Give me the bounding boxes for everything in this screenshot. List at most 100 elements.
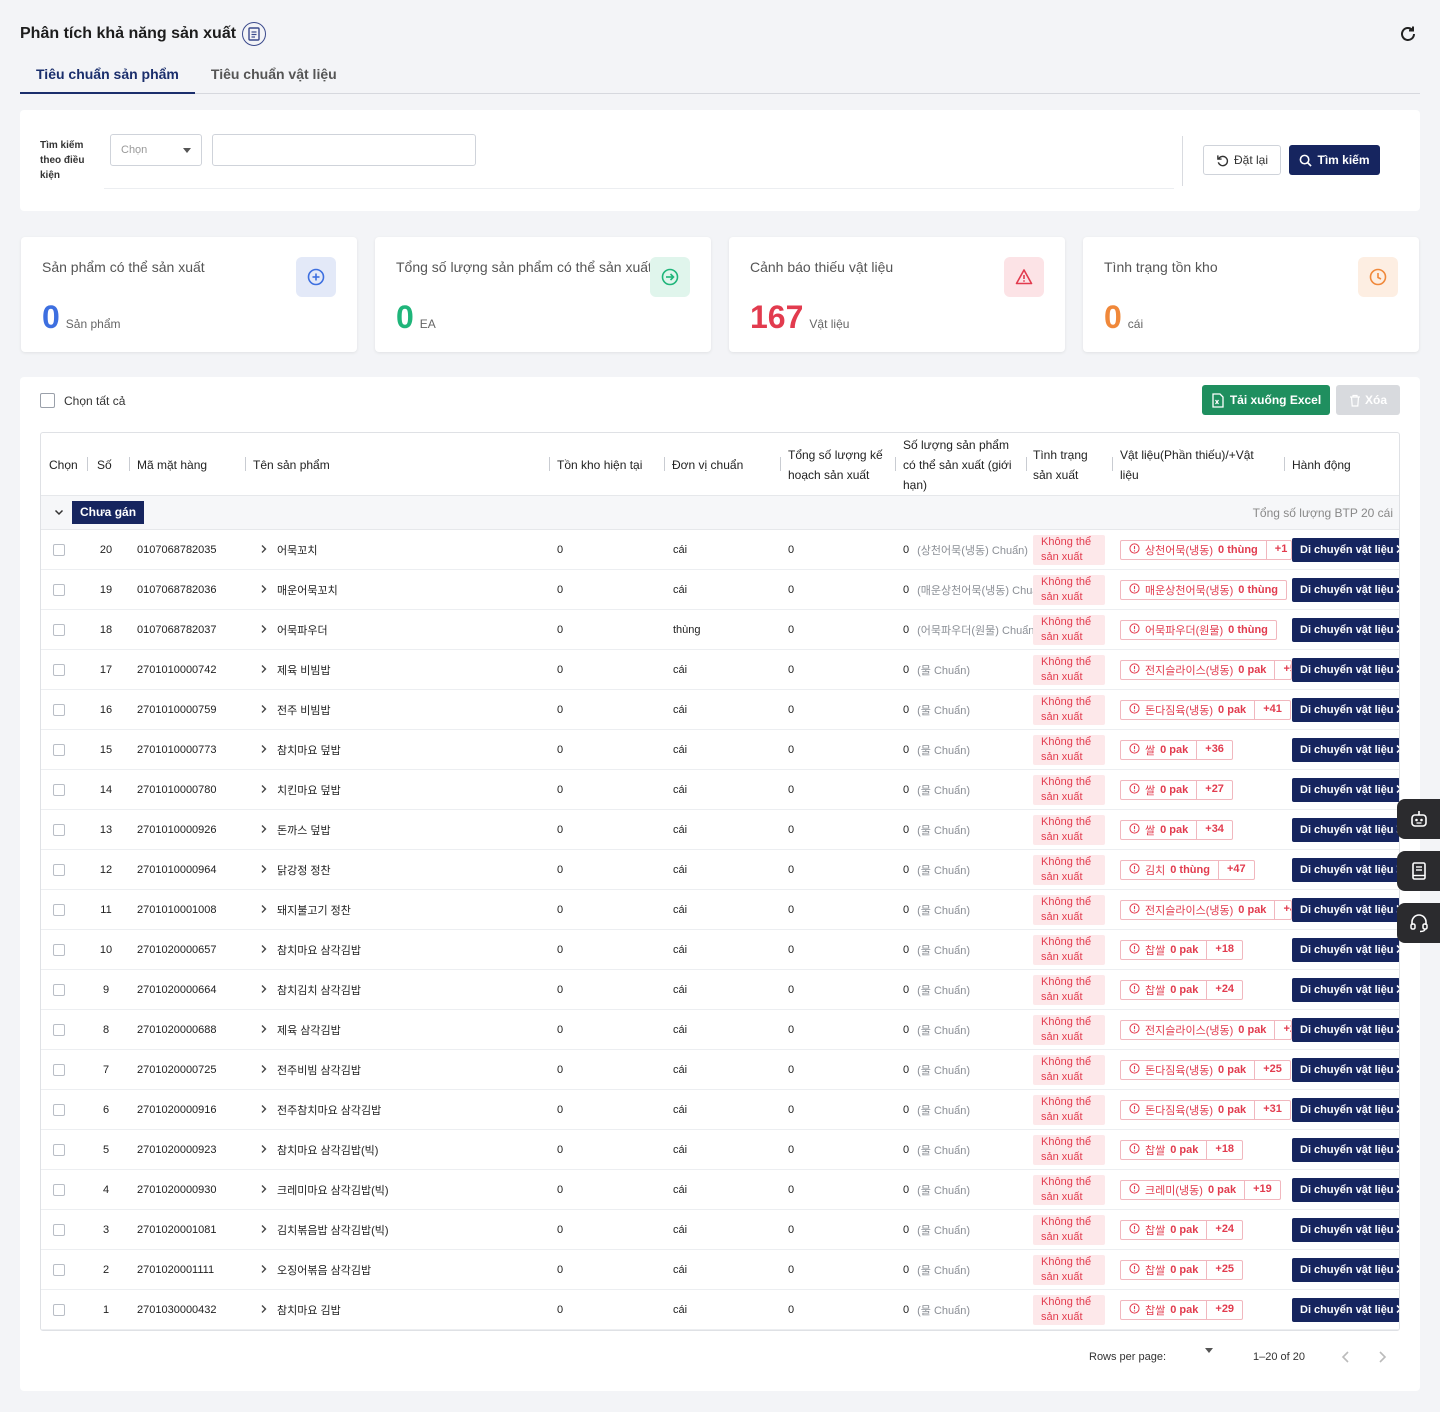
chevron-right-icon[interactable]: [259, 1304, 269, 1317]
product-name-cell[interactable]: 돼지불고기 정찬: [259, 890, 351, 930]
move-material-button[interactable]: Di chuyển vật liệu: [1292, 1218, 1399, 1242]
material-chip[interactable]: 찹쌀 0 pak +29: [1120, 1300, 1244, 1320]
chevron-right-icon[interactable]: [259, 1224, 269, 1237]
chevron-right-icon[interactable]: [259, 944, 269, 957]
move-material-button[interactable]: Di chuyển vật liệu: [1292, 618, 1399, 642]
product-name-cell[interactable]: 참치마요 삼각김밥: [259, 930, 361, 970]
chevron-right-icon[interactable]: [1373, 1348, 1391, 1366]
chevron-right-icon[interactable]: [259, 1264, 269, 1277]
product-name-cell[interactable]: 전주비빔 삼각김밥: [259, 1050, 361, 1090]
chevron-right-icon[interactable]: [259, 1064, 269, 1077]
material-chip[interactable]: 전지슬라이스(냉동) 0 pak +2: [1120, 1020, 1292, 1040]
material-chip[interactable]: 돈다짐육(냉동) 0 pak +41: [1120, 700, 1291, 720]
product-name-cell[interactable]: 매운어묵꼬치: [259, 570, 338, 610]
move-material-button[interactable]: Di chuyển vật liệu: [1292, 1298, 1399, 1322]
row-checkbox[interactable]: [53, 784, 65, 796]
material-chip[interactable]: 돈다짐육(냉동) 0 pak +25: [1120, 1060, 1291, 1080]
checkbox[interactable]: [40, 393, 55, 408]
move-material-button[interactable]: Di chuyển vật liệu: [1292, 738, 1399, 762]
product-name-cell[interactable]: 제육 비빔밥: [259, 650, 331, 690]
row-checkbox[interactable]: [53, 1024, 65, 1036]
move-material-button[interactable]: Di chuyển vật liệu: [1292, 658, 1399, 682]
chevron-right-icon[interactable]: [259, 664, 269, 677]
row-checkbox[interactable]: [53, 944, 65, 956]
material-chip[interactable]: 김치 0 thùng +47: [1120, 860, 1255, 880]
row-checkbox[interactable]: [53, 1184, 65, 1196]
product-name-cell[interactable]: 치킨마요 덮밥: [259, 770, 341, 810]
row-checkbox[interactable]: [53, 1144, 65, 1156]
product-name-cell[interactable]: 어묵파우더: [259, 610, 328, 650]
material-chip[interactable]: 찹쌀 0 pak +18: [1120, 940, 1244, 960]
row-checkbox[interactable]: [53, 744, 65, 756]
chevron-right-icon[interactable]: [259, 904, 269, 917]
product-name-cell[interactable]: 참치마요 김밥: [259, 1290, 341, 1330]
product-name-cell[interactable]: 참치마요 삼각김밥(빅): [259, 1130, 378, 1170]
material-chip[interactable]: 상천어묵(냉동) 0 thùng +1: [1120, 540, 1292, 560]
chevron-right-icon[interactable]: [259, 824, 269, 837]
rows-per-page-select[interactable]: [1205, 1348, 1213, 1365]
chevron-right-icon[interactable]: [259, 1104, 269, 1117]
material-chip[interactable]: 찹쌀 0 pak +25: [1120, 1260, 1244, 1280]
product-name-cell[interactable]: 어묵꼬치: [259, 530, 317, 570]
material-chip[interactable]: 찹쌀 0 pak +24: [1120, 980, 1244, 1000]
material-chip[interactable]: 쌀 0 pak +27: [1120, 780, 1233, 800]
move-material-button[interactable]: Di chuyển vật liệu: [1292, 778, 1399, 802]
material-chip[interactable]: 쌀 0 pak +36: [1120, 740, 1233, 760]
move-material-button[interactable]: Di chuyển vật liệu: [1292, 1018, 1399, 1042]
chevron-right-icon[interactable]: [259, 1184, 269, 1197]
move-material-button[interactable]: Di chuyển vật liệu: [1292, 1058, 1399, 1082]
chevron-right-icon[interactable]: [259, 1024, 269, 1037]
chevron-right-icon[interactable]: [259, 1144, 269, 1157]
row-checkbox[interactable]: [53, 904, 65, 916]
move-material-button[interactable]: Di chuyển vật liệu: [1292, 978, 1399, 1002]
row-checkbox[interactable]: [53, 1304, 65, 1316]
product-name-cell[interactable]: 제육 삼각김밥: [259, 1010, 341, 1050]
product-name-cell[interactable]: 참치김치 삼각김밥: [259, 970, 361, 1010]
row-checkbox[interactable]: [53, 624, 65, 636]
product-name-cell[interactable]: 전주 비빔밥: [259, 690, 331, 730]
move-material-button[interactable]: Di chuyển vật liệu: [1292, 1258, 1399, 1282]
material-chip[interactable]: 전지슬라이스(냉동) 0 pak +5: [1120, 660, 1292, 680]
product-name-cell[interactable]: 돈까스 덮밥: [259, 810, 331, 850]
refresh-icon[interactable]: [1396, 22, 1420, 46]
reset-button[interactable]: Đặt lại: [1203, 145, 1281, 175]
chevron-left-icon[interactable]: [1337, 1348, 1355, 1366]
chevron-right-icon[interactable]: [259, 864, 269, 877]
move-material-button[interactable]: Di chuyển vật liệu: [1292, 938, 1399, 962]
material-chip[interactable]: 쌀 0 pak +34: [1120, 820, 1233, 840]
row-checkbox[interactable]: [53, 584, 65, 596]
group-row[interactable]: Chưa gán Tổng số lượng BTP 20 cái: [41, 496, 1399, 530]
material-chip[interactable]: 어묵파우더(원물) 0 thùng: [1120, 620, 1277, 640]
move-material-button[interactable]: Di chuyển vật liệu: [1292, 1178, 1399, 1202]
product-name-cell[interactable]: 전주참치마요 삼각김밥: [259, 1090, 381, 1130]
tab-material-standard[interactable]: Tiêu chuẩn vật liệu: [210, 66, 337, 82]
row-checkbox[interactable]: [53, 704, 65, 716]
move-material-button[interactable]: Di chuyển vật liệu: [1292, 858, 1399, 882]
headset-icon[interactable]: [1397, 903, 1440, 943]
robot-icon[interactable]: [1397, 799, 1440, 839]
row-checkbox[interactable]: [53, 1224, 65, 1236]
chevron-right-icon[interactable]: [259, 984, 269, 997]
product-name-cell[interactable]: 김치볶음밥 삼각김밥(빅): [259, 1210, 389, 1250]
row-checkbox[interactable]: [53, 664, 65, 676]
product-name-cell[interactable]: 오징어볶음 삼각김밥: [259, 1250, 371, 1290]
move-material-button[interactable]: Di chuyển vật liệu: [1292, 818, 1399, 842]
chevron-right-icon[interactable]: [259, 784, 269, 797]
chevron-right-icon[interactable]: [259, 624, 269, 637]
row-checkbox[interactable]: [53, 864, 65, 876]
move-material-button[interactable]: Di chuyển vật liệu: [1292, 538, 1399, 562]
search-button[interactable]: Tìm kiếm: [1289, 145, 1380, 175]
move-material-button[interactable]: Di chuyển vật liệu: [1292, 898, 1399, 922]
chevron-right-icon[interactable]: [259, 584, 269, 597]
move-material-button[interactable]: Di chuyển vật liệu: [1292, 1098, 1399, 1122]
delete-button[interactable]: Xóa: [1336, 385, 1400, 415]
select-all-checkbox[interactable]: Chọn tất cả: [40, 393, 125, 408]
move-material-button[interactable]: Di chuyển vật liệu: [1292, 698, 1399, 722]
row-checkbox[interactable]: [53, 1264, 65, 1276]
search-input[interactable]: [212, 134, 476, 166]
row-checkbox[interactable]: [53, 1104, 65, 1116]
material-chip[interactable]: 전지슬라이스(냉동) 0 pak +4: [1120, 900, 1292, 920]
material-chip[interactable]: 돈다짐육(냉동) 0 pak +31: [1120, 1100, 1291, 1120]
move-material-button[interactable]: Di chuyển vật liệu: [1292, 578, 1399, 602]
document-icon[interactable]: [242, 22, 267, 46]
